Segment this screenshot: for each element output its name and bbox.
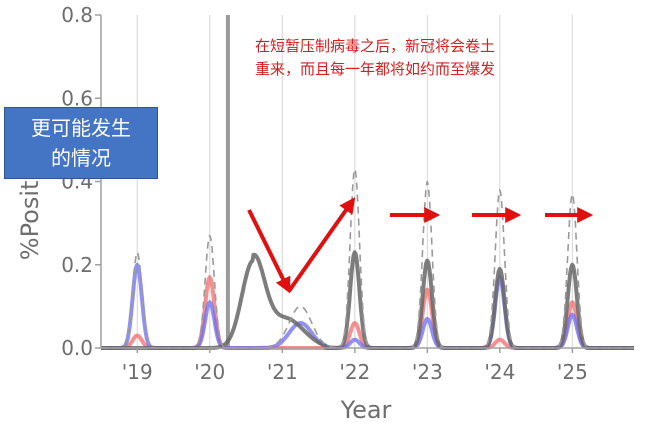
series-group <box>100 168 635 350</box>
x-tick-label: '20 <box>194 360 225 384</box>
x-tick-label: '22 <box>339 360 370 384</box>
callout-line-2: 的情况 <box>51 146 111 170</box>
x-tick-label: '21 <box>267 360 298 384</box>
series-line <box>100 262 635 350</box>
x-tick-label: '23 <box>412 360 443 384</box>
y-tick-label: 0.8 <box>61 3 93 27</box>
y-tick-label: 0.0 <box>61 336 93 360</box>
red-arrow <box>287 197 356 293</box>
callout-line-1: 更可能发生 <box>31 116 131 140</box>
series-line <box>100 250 635 350</box>
x-tick-label: '19 <box>122 360 153 384</box>
series-line <box>101 168 634 349</box>
tick-labels: 0.00.20.40.60.8'19'20'21'22'23'24'25 <box>61 3 588 384</box>
red-arrow <box>247 209 291 294</box>
series-line <box>100 275 635 350</box>
arrows <box>247 197 594 294</box>
annotation-line-1: 在短暂压制病毒之后，新冠将会卷土 <box>255 37 495 55</box>
callout-box: 更可能发生 的情况 <box>4 107 158 179</box>
y-tick-label: 0.2 <box>61 253 93 277</box>
x-tick-label: '25 <box>557 360 588 384</box>
y-tick-label: 0.6 <box>61 86 93 110</box>
annotation-line-2: 重来，而且每一年都将如约而至爆发 <box>255 60 495 78</box>
x-axis-title: Year <box>340 396 392 424</box>
x-tick-label: '24 <box>484 360 515 384</box>
